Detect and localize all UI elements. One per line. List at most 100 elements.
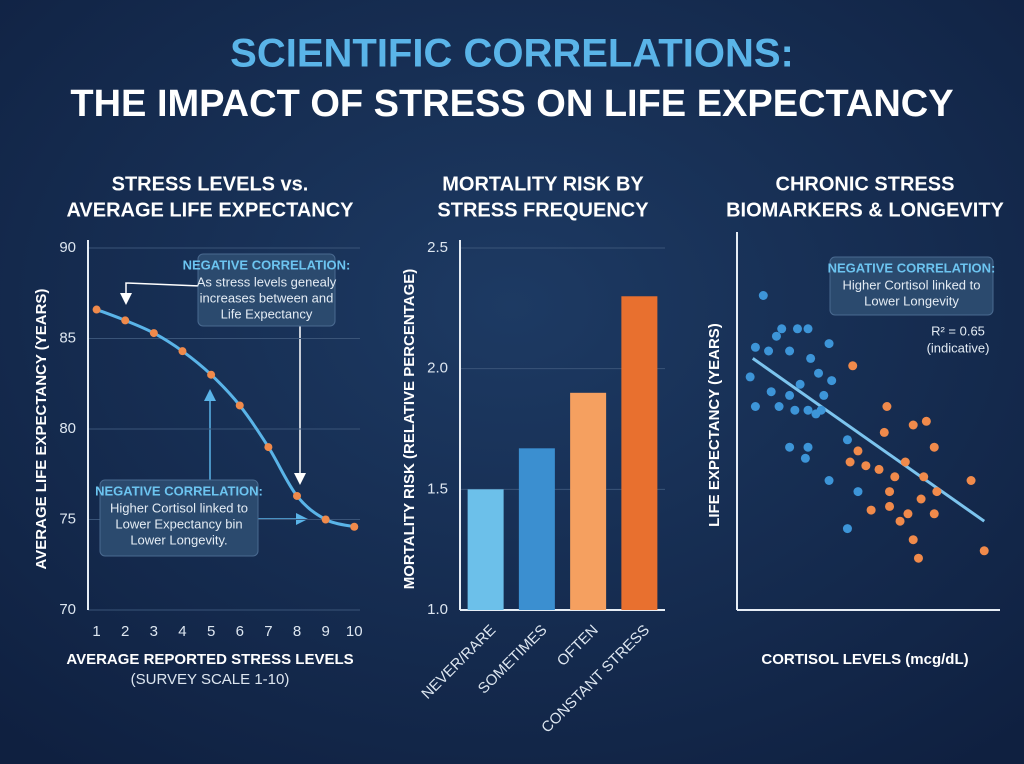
bar [621,296,658,610]
annotation-box [99,479,259,557]
chart-title: CHRONIC STRESS [776,173,955,195]
point [853,487,863,497]
subtitle: THE IMPACT OF STRESS ON LIFE EXPECTANCY [70,83,953,125]
y-tick-label: 80 [59,420,76,437]
point [885,501,895,511]
point [766,387,776,397]
chart-title: BIOMARKERS & LONGEVITY [726,199,1004,221]
point [806,353,816,363]
annotation-text: Higher Cortisol linked to [110,500,248,515]
x-tick-label: 7 [264,623,272,640]
point [885,487,895,497]
y-axis-label: AVERAGE LIFE EXPECTANCY (YEARS) [33,289,50,570]
bar [518,448,555,610]
point [207,370,216,379]
annotation-text: Lower Expectancy bin [115,516,242,531]
point [121,316,130,325]
point [750,342,760,352]
annotation-text: Life Expectancy [221,306,313,321]
y-tick-label: 75 [59,510,76,527]
point [764,346,774,356]
chart-title: STRESS FREQUENCY [437,199,649,221]
point [929,442,939,452]
y-axis-label: LIFE EXPECTANCY (YEARS) [706,323,723,527]
bar [570,392,607,610]
point [861,461,871,471]
point [350,522,359,531]
point [900,457,910,467]
point [842,435,852,445]
point [795,379,805,389]
point [908,535,918,545]
x-tick-label: 10 [346,623,363,640]
point [750,402,760,411]
y-tick-label: 90 [59,239,76,256]
annotation-title: NEGATIVE CORRELATION: [95,483,263,498]
annotation-box [197,253,336,327]
point [816,405,826,415]
annotation-text: Higher Cortisol linked to [842,277,980,292]
point [932,487,942,497]
point [842,524,852,534]
line [96,308,355,529]
point [149,329,158,338]
chart-title: AVERAGE LIFE EXPECTANCY [66,199,354,221]
annotation-text: Lower Longevity. [130,532,227,547]
title: SCIENTIFIC CORRELATIONS: [230,32,794,76]
y-tick-label: 70 [59,601,76,618]
point [758,291,768,300]
point [827,376,837,386]
annotation-title: NEGATIVE CORRELATION: [183,257,351,272]
chart-title: STRESS LEVELS vs. [112,173,309,195]
y-tick-label: 85 [59,329,76,346]
point [777,324,787,334]
point [824,339,834,349]
point [874,464,884,474]
x-tick-label: 9 [321,623,329,640]
annotation-text: Lower Longevity [864,293,959,308]
point [235,401,244,410]
point [264,443,273,452]
point [824,476,834,485]
bar [467,489,504,610]
x-tick-label: 2 [121,623,129,640]
point [890,472,900,482]
point [908,420,918,430]
point [771,331,781,341]
annotation-text: (indicative) [927,340,990,355]
point [929,509,939,519]
point [814,368,824,378]
point [745,372,755,382]
y-axis-label: MORTALITY RISK (RELATIVE PERCENTAGE) [401,269,418,590]
point [919,472,929,482]
point [803,405,813,415]
point [178,347,187,356]
x-axis-label: CORTISOL LEVELS (mcg/dL) [761,651,968,668]
point [803,442,813,452]
point [785,346,795,356]
x-tick-label: 8 [293,623,301,640]
annotation-text: As stress levels genealy [197,274,337,289]
annotation-box [829,256,994,316]
point [819,390,829,400]
x-axis-sublabel: (SURVEY SCALE 1-10) [131,671,290,688]
point [966,476,976,485]
x-tick-label: 1 [92,623,100,640]
chart-title: MORTALITY RISK BY [442,173,644,195]
point [785,442,795,452]
x-tick-label: 6 [236,623,244,640]
point [790,405,800,415]
point [853,446,863,456]
annotation-text: increases between and [200,290,334,305]
point [916,494,926,504]
y-tick-label: 1.0 [427,601,448,618]
point [803,324,813,334]
x-axis-label: AVERAGE REPORTED STRESS LEVELS [66,651,353,668]
point [785,390,795,400]
point [774,402,784,411]
point [879,427,889,437]
x-tick-label: 4 [178,623,186,640]
point [321,515,330,524]
